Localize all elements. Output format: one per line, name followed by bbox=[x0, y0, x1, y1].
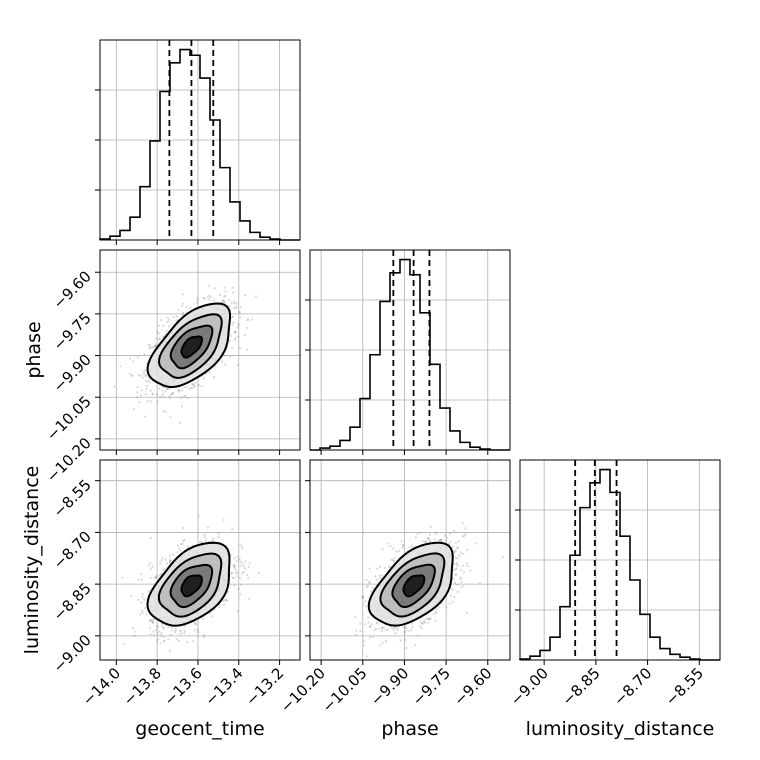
contour-2 bbox=[169, 563, 214, 609]
histogram-panel-geocent_time bbox=[95, 39, 301, 241]
x-axis-label-luminosity-distance: luminosity_distance bbox=[526, 718, 715, 740]
contour-2 bbox=[391, 563, 436, 609]
x-tick-label-phase: −10.20 bbox=[277, 664, 329, 716]
contour-0 bbox=[367, 541, 454, 627]
x-tick-label-phase: −9.75 bbox=[409, 664, 454, 709]
histogram-phase bbox=[310, 258, 510, 451]
density-panel-geocent_time-vs-phase bbox=[99, 249, 301, 451]
histogram-luminosity_distance bbox=[519, 468, 720, 661]
x-axis-label-geocent-time: geocent_time bbox=[135, 718, 264, 740]
x-tick-label-geocent_time: −13.8 bbox=[120, 664, 165, 709]
contour-2 bbox=[169, 324, 214, 370]
y-axis-label-phase: phase bbox=[23, 321, 45, 378]
contour-3 bbox=[402, 574, 426, 598]
y-tick-label-luminosity_distance: −8.85 bbox=[50, 579, 95, 624]
y-axis-label-luminosity-distance: luminosity_distance bbox=[21, 466, 43, 655]
x-tick-label-luminosity_distance: −9.00 bbox=[507, 664, 552, 709]
x-tick-label-geocent_time: −13.4 bbox=[201, 664, 246, 709]
y-tick-label-luminosity_distance: −8.70 bbox=[50, 528, 95, 573]
x-tick-label-phase: −9.60 bbox=[450, 664, 495, 709]
y-tick-label-phase: −9.75 bbox=[50, 309, 95, 354]
contour-0 bbox=[146, 541, 231, 627]
x-tick-label-luminosity_distance: −8.70 bbox=[610, 664, 655, 709]
y-tick-label-phase: −9.90 bbox=[50, 351, 95, 396]
y-tick-label-phase: −10.20 bbox=[43, 434, 95, 486]
x-tick-label-luminosity_distance: −8.85 bbox=[558, 664, 603, 709]
histogram-panel-luminosity_distance bbox=[515, 459, 721, 661]
x-tick-label-geocent_time: −13.6 bbox=[161, 664, 206, 709]
x-axis-label-phase: phase bbox=[381, 718, 438, 740]
histogram-geocent_time bbox=[99, 48, 300, 241]
histogram-panel-phase bbox=[305, 249, 511, 451]
y-tick-label-phase: −9.60 bbox=[50, 267, 95, 312]
x-tick-label-geocent_time: −14.0 bbox=[79, 664, 124, 709]
contour-1 bbox=[157, 313, 223, 379]
contour-3 bbox=[180, 574, 203, 598]
x-tick-label-phase: −10.05 bbox=[319, 664, 371, 716]
y-tick-label-luminosity_distance: −9.00 bbox=[50, 631, 95, 676]
y-tick-label-phase: −10.05 bbox=[43, 392, 95, 444]
x-tick-label-phase: −9.90 bbox=[367, 664, 412, 709]
density-panel-geocent_time-vs-luminosity_distance bbox=[99, 459, 301, 661]
density-panel-phase-vs-luminosity_distance bbox=[305, 459, 511, 661]
contour-3 bbox=[180, 335, 203, 359]
contour-1 bbox=[157, 552, 223, 618]
contour-0 bbox=[146, 302, 232, 389]
x-tick-label-luminosity_distance: −8.55 bbox=[662, 664, 707, 709]
contour-1 bbox=[379, 552, 446, 618]
